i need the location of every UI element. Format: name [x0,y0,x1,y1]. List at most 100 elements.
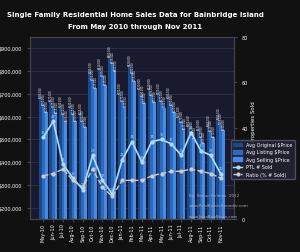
PTL # Sold [61,163,65,166]
Text: $725,000: $725,000 [93,76,98,88]
Ratio (% # Sold) [91,168,94,171]
Line: PTL # Sold: PTL # Sold [42,120,222,196]
Bar [177,117,180,252]
Y-axis label: # of Properties Sold: # of Properties Sold [251,101,256,156]
PTL # Sold [219,172,222,175]
Bar [150,96,153,252]
Bar [45,113,47,252]
Bar [124,108,126,252]
Bar [69,108,72,252]
Text: $620,000: $620,000 [44,100,48,111]
Ratio (% # Sold) [160,172,163,175]
Bar [202,143,205,252]
Bar [84,127,87,252]
Text: $560,000: $560,000 [206,114,210,125]
Bar [52,108,55,252]
Ratio (% # Sold) [179,170,183,173]
Text: 30: 30 [199,144,203,148]
Text: $670,000: $670,000 [49,89,52,100]
Text: 33: 33 [169,137,174,141]
Bar [140,97,143,252]
Bar [121,101,124,252]
Text: $670,000: $670,000 [160,89,164,100]
Text: $700,000: $700,000 [117,82,122,93]
Bar [118,94,121,252]
Text: $510,000: $510,000 [212,125,215,137]
PTL # Sold [101,179,104,182]
Ratio (% # Sold) [71,179,75,182]
Text: $540,000: $540,000 [196,118,200,130]
Bar [114,72,116,252]
Bar [130,74,134,252]
Bar [160,101,163,252]
Text: $575,000: $575,000 [179,110,183,122]
PTL # Sold [179,154,183,157]
Text: $510,000: $510,000 [199,125,203,137]
Text: www.RealEstateSounder.com: www.RealEstateSounder.com [189,204,249,208]
Text: $485,000: $485,000 [202,131,206,142]
Text: 25: 25 [140,155,144,159]
Bar [64,122,67,252]
Ratio (% # Sold) [130,179,134,182]
Text: $560,000: $560,000 [186,114,190,125]
PTL # Sold [189,132,193,135]
Bar [148,90,150,252]
Text: $680,000: $680,000 [167,86,171,98]
Text: $680,000: $680,000 [39,86,43,98]
Text: $660,000: $660,000 [142,91,147,102]
Ratio (% # Sold) [61,168,65,171]
PTL # Sold [52,120,55,123]
Bar [212,138,215,252]
Bar [222,131,225,252]
Ratio (% # Sold) [120,179,124,182]
PTL # Sold [110,193,114,196]
Text: 13: 13 [80,182,85,186]
Text: $650,000: $650,000 [41,93,45,105]
Text: $755,000: $755,000 [133,69,137,81]
Ratio (% # Sold) [42,175,45,178]
Ratio (% # Sold) [219,177,222,180]
Bar [101,76,104,252]
Text: 35: 35 [159,133,164,136]
Bar [197,131,200,252]
Bar [153,102,156,252]
Text: $760,000: $760,000 [91,68,94,80]
Bar [207,126,209,252]
Text: $580,000: $580,000 [64,109,68,120]
Text: $610,000: $610,000 [78,102,82,114]
Bar [62,115,64,252]
Bar [163,108,166,252]
Text: $505,000: $505,000 [192,126,196,138]
PTL # Sold [140,161,144,164]
Ratio (% # Sold) [101,186,104,189]
Text: $780,000: $780,000 [100,64,104,75]
Text: $530,000: $530,000 [189,120,193,132]
Bar [158,94,160,252]
Bar [55,114,57,252]
Text: $565,000: $565,000 [219,112,223,124]
Text: 36: 36 [41,130,46,134]
Bar [209,132,212,252]
Bar [98,70,101,252]
Bar [88,74,91,252]
Text: $740,000: $740,000 [103,73,107,84]
PTL # Sold [71,177,75,180]
Bar [192,139,195,252]
Text: 34: 34 [149,135,154,139]
Text: $610,000: $610,000 [61,102,65,114]
Text: $580,000: $580,000 [74,109,78,120]
Bar [74,122,77,252]
Text: $720,000: $720,000 [137,77,141,89]
Text: $790,000: $790,000 [88,61,92,73]
Text: $720,000: $720,000 [147,77,151,89]
Text: $600,000: $600,000 [176,105,181,116]
Text: $820,000: $820,000 [127,55,131,66]
Line: Ratio (% # Sold): Ratio (% # Sold) [42,168,222,198]
Text: 28: 28 [208,148,213,152]
Bar [108,58,111,252]
Text: $615,000: $615,000 [54,101,58,113]
Text: $540,000: $540,000 [221,118,225,130]
Bar [42,106,45,252]
Text: $665,000: $665,000 [152,90,156,101]
Ratio (% # Sold) [81,186,85,189]
